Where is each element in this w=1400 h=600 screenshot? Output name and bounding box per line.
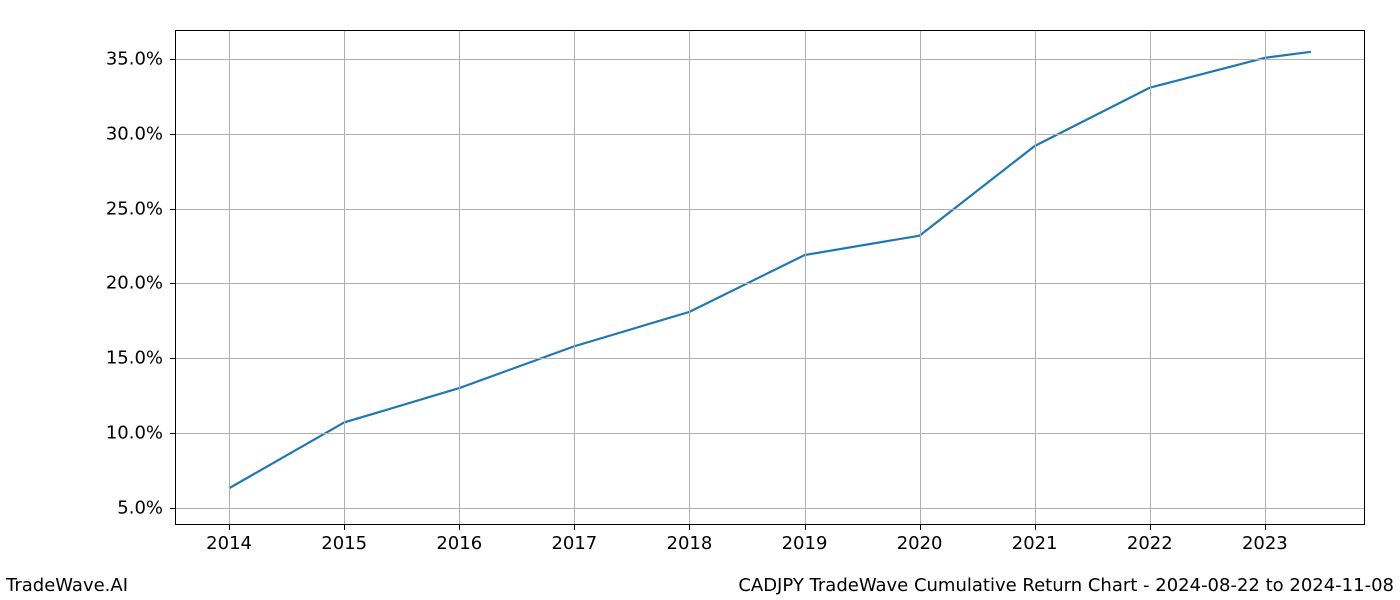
y-tick-label: 20.0% [106,273,163,294]
axis-spine [175,524,1365,525]
y-tick-mark [170,134,175,135]
x-tick-mark [689,525,690,530]
return-line [229,52,1311,488]
y-tick-label: 15.0% [106,348,163,369]
x-tick-label: 2017 [551,533,597,554]
y-tick-label: 10.0% [106,422,163,443]
y-tick-label: 35.0% [106,49,163,70]
y-tick-label: 30.0% [106,124,163,145]
grid-line-horizontal [175,508,1365,509]
x-tick-label: 2020 [897,533,943,554]
grid-line-vertical [1265,30,1266,525]
grid-line-vertical [1150,30,1151,525]
plot-area [175,30,1365,525]
x-tick-mark [459,525,460,530]
x-tick-mark [229,525,230,530]
grid-line-horizontal [175,283,1365,284]
grid-line-horizontal [175,433,1365,434]
x-tick-mark [1150,525,1151,530]
y-tick-mark [170,283,175,284]
x-tick-mark [1035,525,1036,530]
grid-line-vertical [574,30,575,525]
grid-line-horizontal [175,134,1365,135]
x-tick-mark [1265,525,1266,530]
axis-spine [175,30,176,525]
y-tick-label: 5.0% [117,497,163,518]
x-tick-label: 2023 [1242,533,1288,554]
y-tick-mark [170,59,175,60]
footer-right-label: CADJPY TradeWave Cumulative Return Chart… [738,575,1394,596]
grid-line-horizontal [175,209,1365,210]
grid-line-vertical [344,30,345,525]
grid-line-vertical [689,30,690,525]
grid-line-horizontal [175,358,1365,359]
y-tick-label: 25.0% [106,198,163,219]
grid-line-vertical [229,30,230,525]
y-tick-mark [170,433,175,434]
chart-container: { "chart": { "type": "line", "canvas": {… [0,0,1400,600]
x-tick-label: 2014 [206,533,252,554]
grid-line-vertical [459,30,460,525]
footer-left-label: TradeWave.AI [6,575,128,596]
y-tick-mark [170,358,175,359]
y-tick-mark [170,209,175,210]
x-tick-mark [574,525,575,530]
grid-line-vertical [920,30,921,525]
grid-line-vertical [1035,30,1036,525]
x-tick-label: 2015 [321,533,367,554]
x-tick-label: 2016 [436,533,482,554]
x-tick-label: 2021 [1012,533,1058,554]
axis-spine [175,30,1365,31]
grid-line-vertical [805,30,806,525]
axis-spine [1364,30,1365,525]
x-tick-label: 2022 [1127,533,1173,554]
x-tick-label: 2018 [667,533,713,554]
x-tick-mark [344,525,345,530]
y-tick-mark [170,508,175,509]
x-tick-mark [805,525,806,530]
x-tick-mark [920,525,921,530]
grid-line-horizontal [175,59,1365,60]
x-tick-label: 2019 [782,533,828,554]
line-chart-svg [175,30,1365,525]
